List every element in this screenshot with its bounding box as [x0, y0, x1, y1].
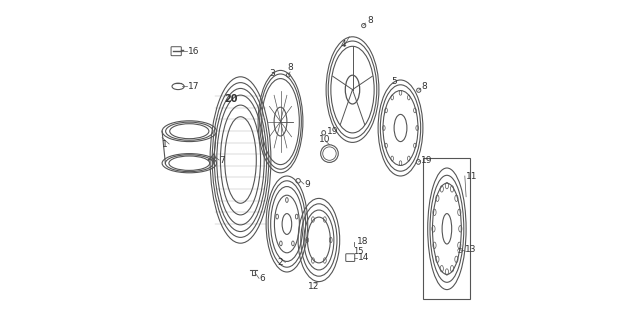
Text: 18: 18: [357, 237, 368, 246]
Text: 7: 7: [220, 156, 226, 164]
Text: 20: 20: [224, 94, 238, 104]
Text: 10: 10: [319, 135, 331, 144]
Text: 2: 2: [278, 258, 283, 267]
Text: 6: 6: [260, 274, 266, 283]
Bar: [423, 158, 470, 299]
Text: 3: 3: [269, 69, 276, 78]
Text: 14: 14: [358, 253, 369, 262]
Text: 19: 19: [327, 127, 338, 136]
Text: 19: 19: [421, 156, 432, 164]
Text: 16: 16: [188, 47, 199, 56]
Text: 1: 1: [162, 140, 168, 148]
Text: 12: 12: [308, 282, 320, 291]
Text: 9: 9: [304, 180, 310, 188]
Text: 11: 11: [466, 172, 477, 180]
Text: 8: 8: [288, 63, 293, 72]
Text: 17: 17: [188, 82, 199, 91]
Text: $\varnothing$: $\varnothing$: [456, 244, 464, 255]
Text: 8: 8: [421, 82, 427, 91]
Text: 4: 4: [340, 40, 346, 49]
Text: 15: 15: [354, 247, 364, 256]
Text: 13: 13: [464, 245, 476, 254]
Text: 5: 5: [391, 77, 397, 86]
Text: 8: 8: [367, 16, 372, 25]
